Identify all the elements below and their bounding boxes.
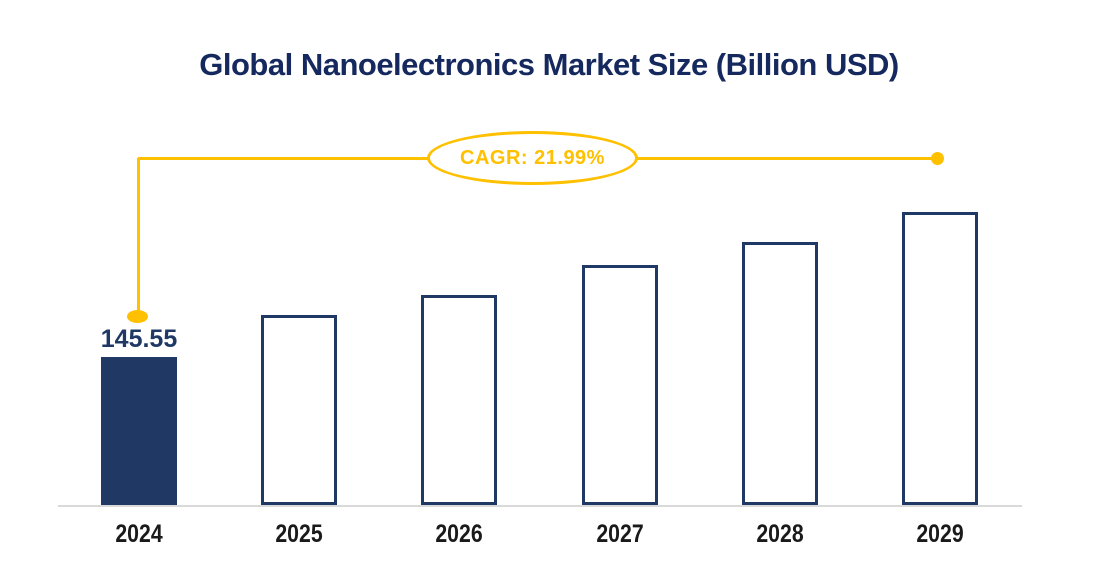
cagr-badge: CAGR: 21.99% [427,131,638,185]
bar-2024 [101,357,177,505]
category-label-2028: 2028 [756,520,804,548]
bar-2028 [742,242,818,505]
category-label-2024: 2024 [115,520,163,548]
callout-endpoint-dot-right [931,152,944,165]
bar-2026 [421,295,497,505]
callout-endpoint-dot-left [127,310,148,323]
category-label-2029: 2029 [916,520,964,548]
category-label-2025: 2025 [275,520,323,548]
bar-2027 [582,265,658,505]
callout-line-right [637,157,938,160]
x-axis-line [58,505,1022,507]
cagr-label: CAGR: 21.99% [460,146,605,169]
value-label-2024: 145.55 [100,325,178,353]
bar-2025 [261,315,337,505]
category-label-2027: 2027 [596,520,644,548]
bar-2029 [902,212,978,505]
callout-line-left [138,157,428,160]
callout-line-vertical [137,158,140,315]
category-label-2026: 2026 [435,520,483,548]
chart-title: Global Nanoelectronics Market Size (Bill… [199,47,899,82]
